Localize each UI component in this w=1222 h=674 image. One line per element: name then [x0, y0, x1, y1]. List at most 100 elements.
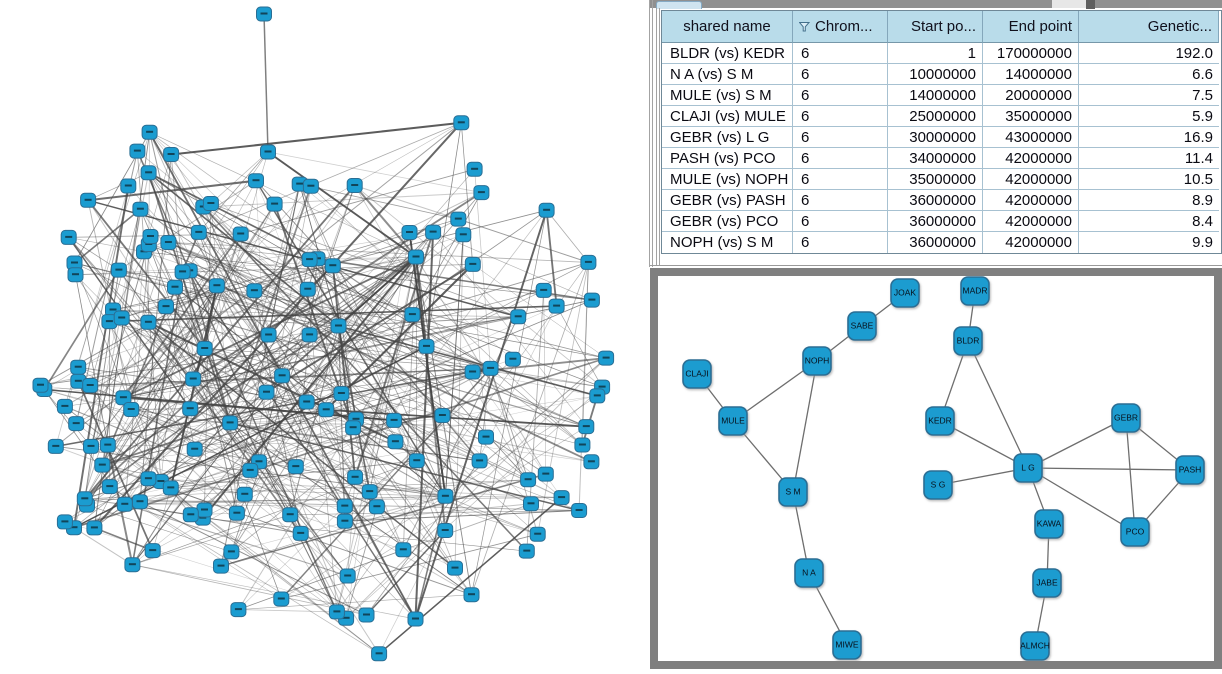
header-cell-chromosome[interactable]: Chrom... [793, 11, 888, 43]
network-node[interactable] [584, 293, 599, 307]
network-node[interactable] [283, 508, 298, 522]
network-node-KAWA[interactable]: KAWA [1035, 510, 1063, 538]
network-node[interactable] [71, 360, 86, 374]
network-node[interactable] [141, 472, 156, 486]
network-node[interactable] [348, 470, 363, 484]
network-node[interactable] [329, 605, 344, 619]
network-node[interactable] [141, 166, 156, 180]
network-node[interactable] [100, 438, 115, 452]
network-node[interactable] [87, 521, 102, 535]
cell-start_point[interactable]: 25000000 [888, 106, 983, 127]
network-node[interactable] [124, 403, 139, 417]
network-node[interactable] [572, 504, 587, 518]
cell-chromosome[interactable]: 6 [793, 43, 888, 64]
cell-end_point[interactable]: 42000000 [983, 232, 1079, 253]
network-node[interactable] [467, 162, 482, 176]
network-node[interactable] [584, 455, 599, 469]
network-node-KEDR[interactable]: KEDR [926, 407, 954, 435]
network-node-S G[interactable]: S G [924, 471, 952, 499]
network-node[interactable] [145, 544, 160, 558]
cell-chromosome[interactable]: 6 [793, 169, 888, 190]
cell-shared_name[interactable]: CLAJI (vs) MULE [662, 106, 793, 127]
network-node[interactable] [183, 508, 198, 522]
network-node[interactable] [319, 403, 334, 417]
network-node[interactable] [191, 225, 206, 239]
network-node[interactable] [237, 487, 252, 501]
network-node[interactable] [209, 279, 224, 293]
cell-end_point[interactable]: 43000000 [983, 127, 1079, 148]
network-node[interactable] [102, 480, 117, 494]
network-node[interactable] [465, 257, 480, 271]
cell-genetic[interactable]: 7.5 [1079, 85, 1219, 106]
network-node[interactable] [197, 342, 212, 356]
network-edge-L G-PASH[interactable] [1028, 468, 1190, 470]
network-node[interactable] [419, 339, 434, 353]
cell-shared_name[interactable]: GEBR (vs) L G [662, 127, 793, 148]
network-node[interactable] [141, 315, 156, 329]
network-edge-GEBR-PCO[interactable] [1126, 418, 1135, 532]
network-node[interactable] [402, 226, 417, 240]
network-node[interactable] [521, 473, 536, 487]
network-node-S M[interactable]: S M [779, 478, 807, 506]
network-node[interactable] [261, 328, 276, 342]
cell-genetic[interactable]: 11.4 [1079, 148, 1219, 169]
network-node[interactable] [530, 527, 545, 541]
network-node[interactable] [84, 439, 99, 453]
network-node[interactable] [325, 259, 340, 273]
network-node-JABE[interactable]: JABE [1033, 569, 1061, 597]
network-node[interactable] [599, 351, 614, 365]
network-node[interactable] [288, 460, 303, 474]
cell-genetic[interactable]: 16.9 [1079, 127, 1219, 148]
network-node[interactable] [197, 503, 212, 517]
network-node[interactable] [590, 389, 605, 403]
network-node[interactable] [48, 439, 63, 453]
cell-end_point[interactable]: 20000000 [983, 85, 1079, 106]
header-cell-start_point[interactable]: Start po... [888, 11, 983, 43]
network-node[interactable] [456, 228, 471, 242]
cell-chromosome[interactable]: 6 [793, 64, 888, 85]
network-node[interactable] [293, 526, 308, 540]
network-node[interactable] [214, 559, 229, 573]
cell-chromosome[interactable]: 6 [793, 148, 888, 169]
panel-splitter-line[interactable] [649, 0, 650, 267]
network-node[interactable] [483, 361, 498, 375]
cell-chromosome[interactable]: 6 [793, 106, 888, 127]
cell-end_point[interactable]: 42000000 [983, 190, 1079, 211]
cell-start_point[interactable]: 36000000 [888, 232, 983, 253]
network-node[interactable] [539, 203, 554, 217]
network-node[interactable] [142, 125, 157, 139]
network-node[interactable] [435, 409, 450, 423]
cell-start_point[interactable]: 10000000 [888, 64, 983, 85]
cell-chromosome[interactable]: 6 [793, 211, 888, 232]
network-edge-BLDR-L G[interactable] [968, 341, 1028, 468]
network-node[interactable] [95, 458, 110, 472]
cell-genetic[interactable]: 8.4 [1079, 211, 1219, 232]
network-node[interactable] [275, 369, 290, 383]
cell-shared_name[interactable]: N A (vs) S M [662, 64, 793, 85]
network-node[interactable] [340, 569, 355, 583]
network-node[interactable] [511, 310, 526, 324]
network-node[interactable] [302, 253, 317, 267]
network-node[interactable] [396, 543, 411, 557]
cell-end_point[interactable]: 42000000 [983, 169, 1079, 190]
network-node[interactable] [300, 282, 315, 296]
header-cell-genetic[interactable]: Genetic... [1079, 11, 1219, 43]
cell-shared_name[interactable]: MULE (vs) NOPH [662, 169, 793, 190]
cell-shared_name[interactable]: PASH (vs) PCO [662, 148, 793, 169]
network-node[interactable] [121, 179, 136, 193]
network-node[interactable] [408, 612, 423, 626]
network-node[interactable] [274, 592, 289, 606]
network-node[interactable] [454, 116, 469, 130]
network-node[interactable] [302, 328, 317, 342]
network-node[interactable] [33, 378, 48, 392]
cell-genetic[interactable]: 10.5 [1079, 169, 1219, 190]
network-node[interactable] [581, 255, 596, 269]
network-node[interactable] [57, 515, 72, 529]
network-node-SABE[interactable]: SABE [848, 312, 876, 340]
network-node-MIWE[interactable]: MIWE [833, 631, 861, 659]
network-node[interactable] [233, 227, 248, 241]
network-node[interactable] [346, 421, 361, 435]
network-node[interactable] [130, 144, 145, 158]
header-cell-end_point[interactable]: End point [983, 11, 1079, 43]
network-node[interactable] [187, 442, 202, 456]
